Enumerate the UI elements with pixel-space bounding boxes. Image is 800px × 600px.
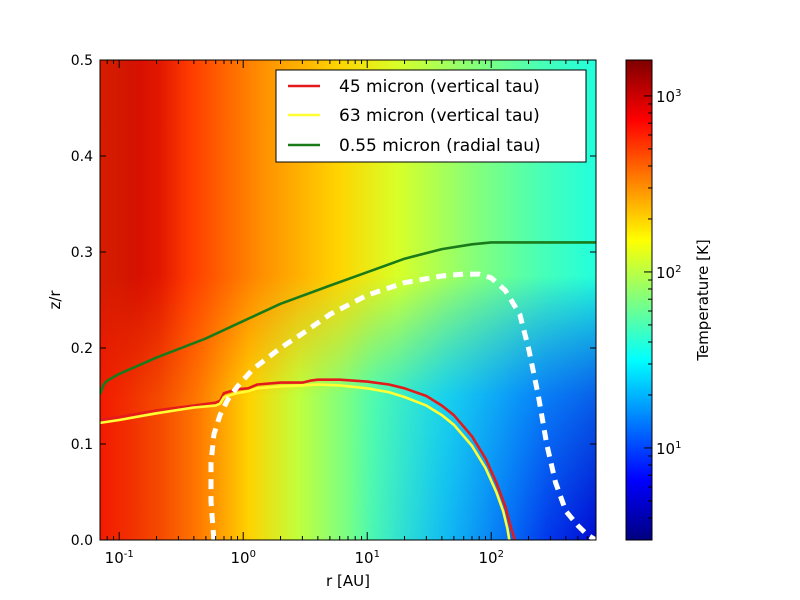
legend-label-0-55-micron: 0.55 micron (radial tau): [339, 136, 541, 156]
series-0-55-micron-radial-tau: [100, 241, 596, 395]
legend-label-63-micron: 63 micron (vertical tau): [339, 106, 540, 126]
legend-label-45-micron: 45 micron (vertical tau): [339, 77, 540, 97]
y-tick-label: 0.3: [71, 245, 93, 261]
colorbar-tick-label: 103: [656, 88, 681, 106]
legend: 45 micron (vertical tau) 63 micron (vert…: [275, 69, 587, 163]
y-tick-label: 0.4: [71, 149, 93, 165]
x-tick-label: 102: [478, 549, 503, 567]
series-dashed-contour: [208, 271, 596, 540]
y-tick-label: 0.2: [71, 341, 93, 357]
colorbar-tick-label: 101: [656, 440, 681, 458]
x-axis: 10-1 100 101 102: [105, 60, 589, 567]
y-tick-label: 0.5: [71, 53, 93, 69]
curve-layer: [100, 241, 596, 540]
legend-box: [275, 69, 587, 163]
series-63-micron-vertical-tau: [100, 383, 511, 540]
y-axis-label: z/r: [46, 290, 64, 310]
colorbar-gradient: [625, 59, 653, 541]
x-tick-label: 10-1: [105, 549, 134, 567]
colorbar-label: Temperature [K]: [694, 239, 712, 361]
x-tick-label: 101: [354, 549, 379, 567]
y-tick-label: 0.1: [71, 437, 93, 453]
colorbar-ticks: 101 102 103: [644, 88, 681, 519]
x-tick-label: 100: [230, 549, 255, 567]
y-tick-label: 0.0: [71, 533, 93, 549]
y-axis: 0.0 0.1 0.2 0.3 0.4 0.5: [71, 53, 596, 549]
colorbar: 101 102 103 Temperature [K]: [625, 59, 712, 541]
x-axis-label: r [AU]: [326, 572, 370, 590]
colorbar-tick-label: 102: [656, 264, 681, 282]
series-45-micron-vertical-tau: [100, 378, 517, 540]
